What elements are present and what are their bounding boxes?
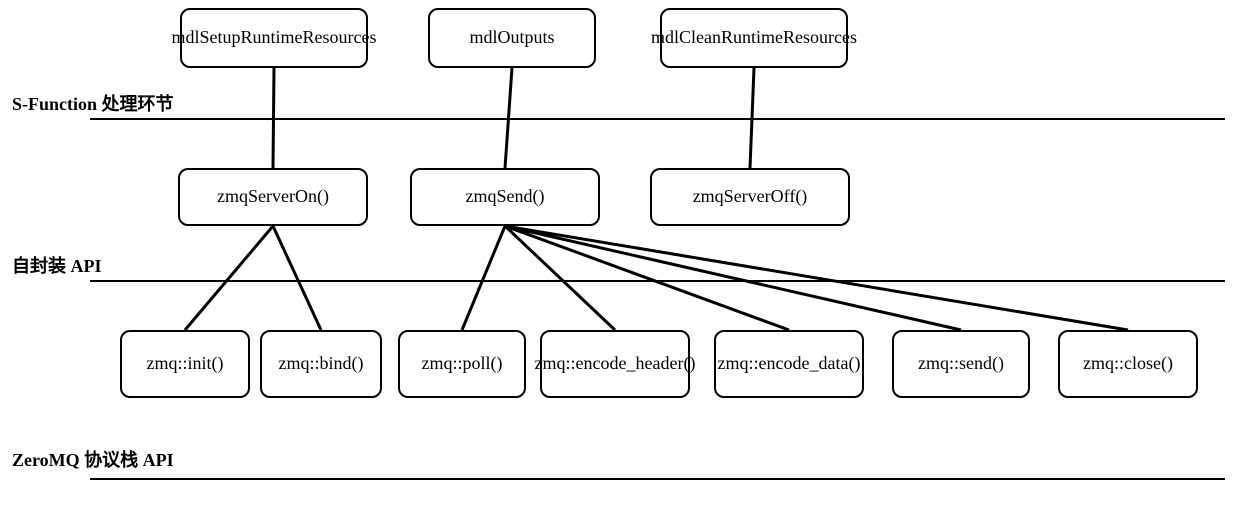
node-n_setup: mdlSetupRuntimeResources <box>180 8 368 68</box>
section-label-row1: S-Function 处理环节 <box>12 90 174 116</box>
edge-n_send-n_encHeader <box>505 226 615 330</box>
node-n_poll: zmq::poll() <box>398 330 526 398</box>
node-n_encData: zmq::encode_data() <box>714 330 864 398</box>
node-n_serverOn: zmqServerOn() <box>178 168 368 226</box>
node-n_send: zmqSend() <box>410 168 600 226</box>
edge-n_send-n_close <box>505 226 1128 330</box>
node-n_outputs: mdlOutputs <box>428 8 596 68</box>
section-label-row3: ZeroMQ 协议栈 API <box>12 446 174 472</box>
edge-n_send-n_encData <box>505 226 789 330</box>
divider-r2 <box>90 280 1225 282</box>
divider-r3 <box>90 478 1225 480</box>
node-n_serverOff: zmqServerOff() <box>650 168 850 226</box>
section-label-row2: 自封装 API <box>12 252 102 278</box>
diagram-canvas: S-Function 处理环节自封装 API ZeroMQ 协议栈 API mdlS… <box>0 0 1239 517</box>
node-n_close: zmq::close() <box>1058 330 1198 398</box>
node-n_clean: mdlCleanRuntimeResources <box>660 8 848 68</box>
edge-n_send-n_sendFn <box>505 226 961 330</box>
node-n_bind: zmq::bind() <box>260 330 382 398</box>
node-n_init: zmq::init() <box>120 330 250 398</box>
node-n_encHeader: zmq::encode_header() <box>540 330 690 398</box>
edge-n_serverOn-n_bind <box>273 226 321 330</box>
edge-n_serverOn-n_init <box>185 226 273 330</box>
edges-layer <box>0 0 1239 517</box>
node-n_sendFn: zmq::send() <box>892 330 1030 398</box>
divider-r1 <box>90 118 1225 120</box>
edge-n_send-n_poll <box>462 226 505 330</box>
